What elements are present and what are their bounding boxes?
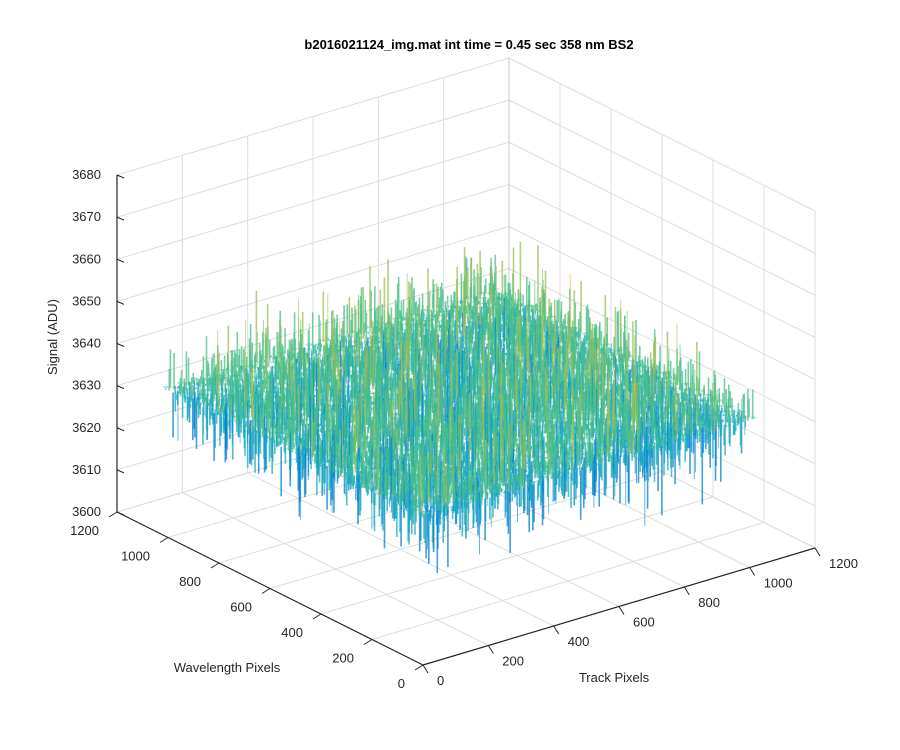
surface-facet: [195, 387, 205, 391]
surface-facet: [310, 353, 320, 357]
surface-facet: [173, 391, 182, 395]
surface-facet: [204, 402, 213, 407]
surface-facet: [307, 347, 317, 352]
z-gridline-yz: [508, 57, 816, 212]
surface-facet: [697, 413, 707, 417]
surface-facet: [655, 411, 664, 415]
surface-facet: [720, 409, 730, 413]
surface-facet: [272, 391, 281, 395]
surface-facet: [420, 388, 429, 393]
surface-facet: [654, 426, 664, 430]
surface-facet: [229, 419, 238, 423]
y-gridline-floor: [371, 522, 765, 640]
surface-facet: [206, 408, 216, 412]
z-gridline-yz: [508, 99, 816, 254]
surface-facet: [749, 415, 758, 420]
surface-facet: [195, 402, 204, 406]
z-gridline-xz: [116, 99, 510, 218]
surface-facet: [217, 413, 227, 417]
surface-facet: [204, 387, 213, 392]
surface-facet: [611, 438, 621, 443]
surface-facet: [272, 406, 281, 410]
surface-facet: [215, 408, 224, 412]
surface-facet: [240, 424, 249, 428]
surface-facet: [615, 429, 624, 433]
surface-facet: [340, 394, 350, 399]
surface-facet: [670, 391, 679, 395]
z-gridline-yz: [508, 141, 816, 296]
z-gridline-yz: [508, 183, 816, 338]
z-gridline-yz: [508, 268, 816, 423]
z-gridline-xz: [116, 141, 510, 260]
surface-facet: [720, 424, 729, 428]
surface-facet: [694, 423, 704, 427]
surface-facet: [193, 382, 202, 386]
surface-plot: [161, 241, 758, 574]
surface-facet: [161, 385, 171, 389]
surface-facet: [615, 414, 624, 418]
surface-facet: [575, 336, 584, 340]
surface-facet: [677, 437, 686, 441]
z-gridline-xz: [116, 226, 510, 344]
surface-facet: [428, 309, 437, 313]
surface-facet: [226, 414, 235, 418]
y-gridline-floor: [320, 496, 714, 615]
z-gridline-xz: [116, 183, 510, 302]
surface-facet: [170, 386, 179, 390]
surface-facet: [209, 398, 219, 402]
z-gridline-xz: [116, 57, 510, 176]
surface-facet: [513, 423, 522, 427]
surface-facet: [706, 428, 715, 432]
surface-facet: [535, 434, 544, 439]
z-gridline-yz: [508, 226, 816, 380]
surface-facet: [668, 436, 678, 441]
